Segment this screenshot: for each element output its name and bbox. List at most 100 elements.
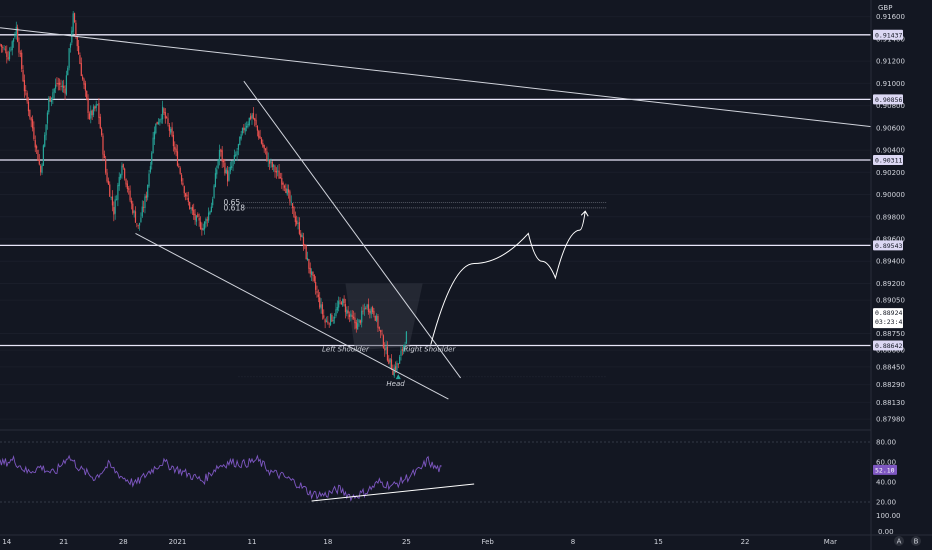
candle-body <box>4 49 7 51</box>
candle-body <box>203 221 206 230</box>
candle-body <box>107 180 109 185</box>
candle-body <box>29 109 31 118</box>
horizontal-levels[interactable] <box>0 34 871 347</box>
rsi-current-label: 52.10 <box>875 466 895 474</box>
icon-b-button[interactable] <box>911 536 921 546</box>
candle-body <box>149 166 151 172</box>
trendline-wedge-lower[interactable] <box>135 233 449 400</box>
trendlines[interactable] <box>0 27 922 400</box>
candle-body <box>45 124 47 136</box>
fib-label: 0.618 <box>224 203 246 212</box>
level-badge[interactable] <box>873 29 903 40</box>
candle-body <box>399 356 401 364</box>
candle-body <box>195 215 198 222</box>
candle-body <box>57 83 59 85</box>
candle-body <box>65 75 68 95</box>
candle-body <box>389 358 391 363</box>
rsi-trendline[interactable] <box>311 483 475 502</box>
candle-body <box>18 41 20 53</box>
candle-body <box>190 208 192 209</box>
time-tick: Feb <box>481 538 494 546</box>
candle-body <box>155 123 157 134</box>
pattern-label: Head <box>386 380 405 388</box>
time-tick: 18 <box>323 538 332 546</box>
candle-body <box>381 333 383 335</box>
candle-body <box>297 222 299 224</box>
price-tick: 0.90600 <box>876 124 905 132</box>
candle-body <box>22 70 24 82</box>
level-badge[interactable] <box>873 154 903 165</box>
level-badge[interactable] <box>873 240 903 251</box>
candle-body <box>106 172 108 182</box>
time-tick: 11 <box>248 538 257 546</box>
candle-body <box>312 271 314 276</box>
candle-body <box>382 335 384 348</box>
price-tick: 0.89200 <box>876 280 905 288</box>
candle-body <box>397 363 399 365</box>
candle-body <box>134 211 137 223</box>
candle-body <box>189 201 191 209</box>
bottom-scale-tick: 0.00 <box>878 528 894 536</box>
candle-body <box>376 315 378 321</box>
candle-body <box>310 271 313 276</box>
candle-body <box>250 116 252 120</box>
icon-a-button[interactable] <box>894 536 904 546</box>
candle-body <box>229 166 231 172</box>
candle-body <box>30 117 32 121</box>
candle-body <box>205 218 207 224</box>
candle-body <box>271 162 273 168</box>
current-price-badge[interactable] <box>873 308 903 329</box>
price-tick: 0.89800 <box>876 213 905 221</box>
time-axis[interactable]: 1421282021111825Feb81522Mar8 <box>0 534 932 546</box>
candle-body <box>359 320 361 323</box>
candle-body <box>113 207 115 215</box>
candle-body <box>103 154 105 159</box>
candle-body <box>191 206 193 211</box>
candle-body <box>110 197 112 199</box>
candle-body <box>216 169 218 175</box>
candle-body <box>183 186 185 194</box>
candle-body <box>83 79 85 85</box>
candle-body <box>167 118 169 125</box>
signal-triangle-icon <box>395 374 401 380</box>
projection-path[interactable] <box>430 210 589 345</box>
candle-body <box>114 199 116 214</box>
projection-curve[interactable] <box>430 211 586 345</box>
candle-body <box>259 136 261 139</box>
candle-body <box>350 313 352 317</box>
candle-body <box>138 222 141 226</box>
rsi-tick: 80.00 <box>876 439 896 447</box>
rsi-tick: 20.00 <box>876 499 896 507</box>
fib-levels[interactable]: 0.650.618 <box>224 198 607 213</box>
candle-body <box>301 235 303 238</box>
candle-body <box>352 316 355 319</box>
candle-body <box>164 111 166 119</box>
candle-body <box>316 290 318 294</box>
currency-label: GBP <box>878 4 892 12</box>
trendline-long-term-descending[interactable] <box>0 27 922 133</box>
candle-body <box>328 323 330 325</box>
level-badge[interactable] <box>873 340 903 351</box>
candle-body <box>178 165 180 168</box>
trendline-wedge-upper[interactable] <box>243 80 461 379</box>
candle-body <box>25 90 27 92</box>
candle-body <box>0 44 1 46</box>
candle-body <box>289 191 291 202</box>
candle-body <box>300 233 302 237</box>
candle-body <box>122 164 124 168</box>
candle-body <box>10 49 12 51</box>
level-badge[interactable] <box>873 94 903 105</box>
candle-body <box>262 142 264 147</box>
candle-body <box>15 26 17 36</box>
price-axis[interactable]: GBP0.916000.914000.912000.910000.908000.… <box>870 0 932 550</box>
price-tick: 0.91000 <box>876 80 905 88</box>
candle-body <box>377 316 379 328</box>
candle-body <box>221 150 223 162</box>
pattern-label: Right Shoulder <box>404 345 457 353</box>
time-tick: 2021 <box>169 538 187 546</box>
candle-body <box>254 118 256 121</box>
candle-body <box>67 67 69 76</box>
